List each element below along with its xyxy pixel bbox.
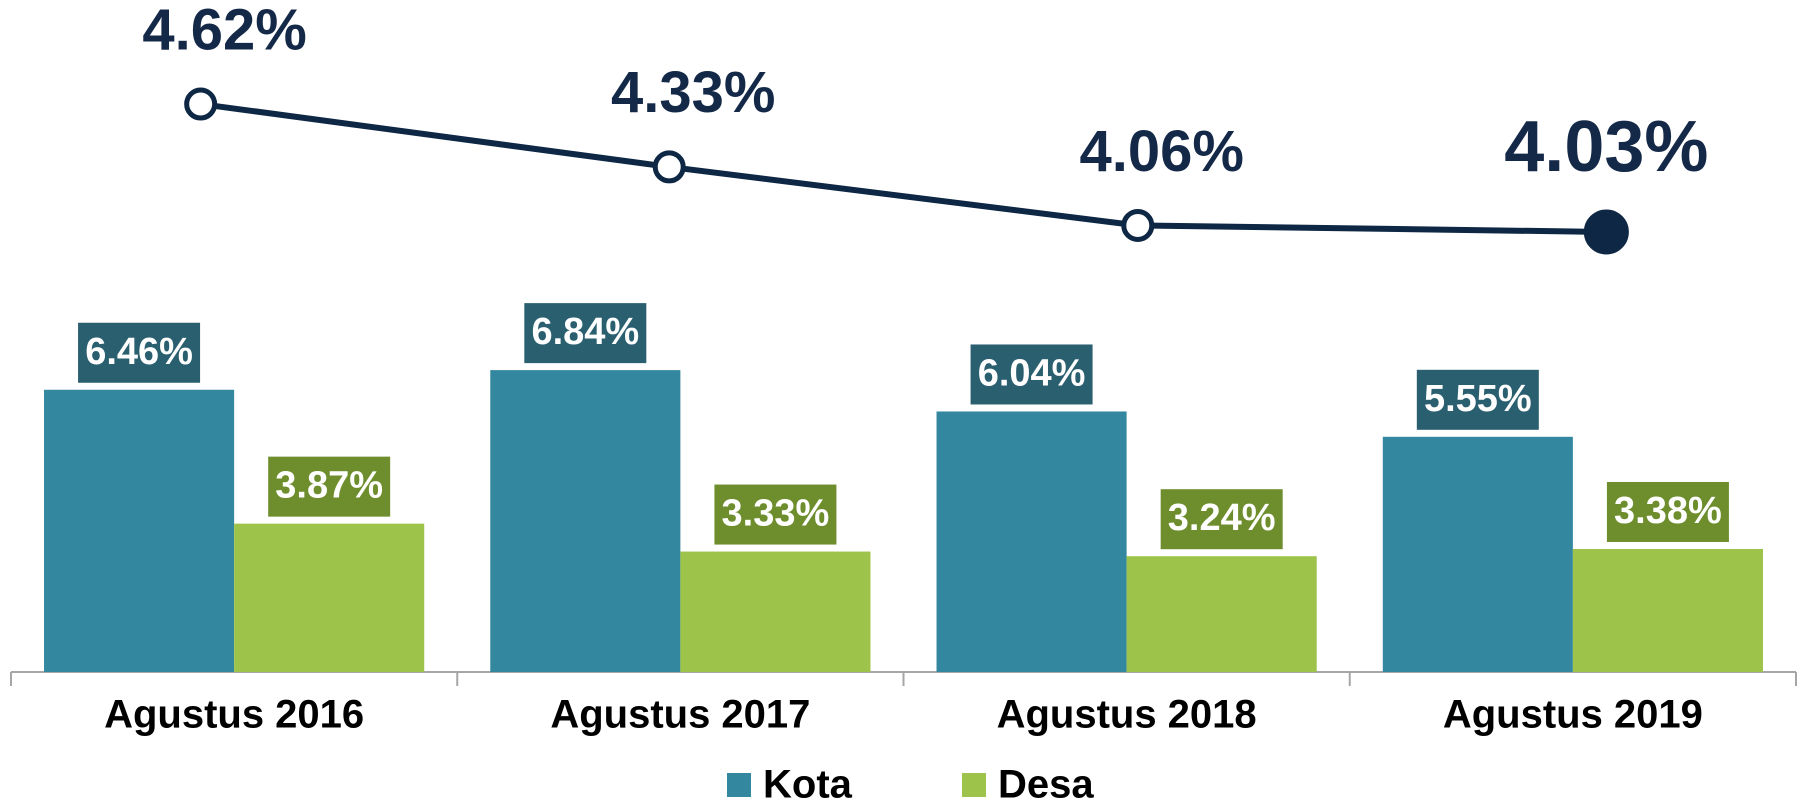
line-label: 4.03% <box>1504 107 1708 187</box>
bar <box>44 389 235 672</box>
legend-label: Desa <box>998 763 1094 807</box>
value-label: 6.46% <box>85 331 193 373</box>
line-label: 4.33% <box>611 60 775 125</box>
value-label: 3.38% <box>1614 490 1722 532</box>
line-marker <box>184 87 218 121</box>
value-label-box <box>1606 481 1729 542</box>
bar <box>490 370 681 672</box>
line-label: 4.62% <box>142 0 306 62</box>
bar <box>1382 436 1573 672</box>
bar <box>680 551 871 672</box>
value-label-box <box>524 303 647 364</box>
value-label: 5.55% <box>1424 378 1532 420</box>
line-label: 4.06% <box>1080 119 1244 184</box>
value-label-box <box>1416 369 1539 430</box>
bar <box>234 523 425 672</box>
bar <box>1572 548 1763 672</box>
line-marker <box>652 150 686 184</box>
x-tick-label: Agustus 2017 <box>550 693 810 737</box>
value-label: 6.84% <box>531 311 639 353</box>
line-marker <box>1583 209 1629 255</box>
value-label-box <box>1160 489 1283 550</box>
line-marker <box>1121 208 1155 242</box>
line <box>200 101 1607 235</box>
legend-swatch <box>727 773 751 797</box>
value-label-box <box>78 322 201 383</box>
x-tick-label: Agustus 2016 <box>104 693 364 737</box>
legend-label: Kota <box>763 763 853 807</box>
legend-swatch <box>962 773 986 797</box>
value-label-box <box>970 344 1093 405</box>
value-label: 3.33% <box>722 493 830 535</box>
bar <box>1126 556 1317 672</box>
value-label-box <box>714 484 837 545</box>
value-label: 3.24% <box>1168 497 1276 539</box>
value-label: 3.87% <box>275 465 383 507</box>
x-tick-label: Agustus 2018 <box>997 693 1257 737</box>
value-label-box <box>268 456 391 517</box>
value-label: 6.04% <box>978 353 1086 395</box>
x-tick-label: Agustus 2019 <box>1443 693 1703 737</box>
bar <box>936 411 1127 672</box>
